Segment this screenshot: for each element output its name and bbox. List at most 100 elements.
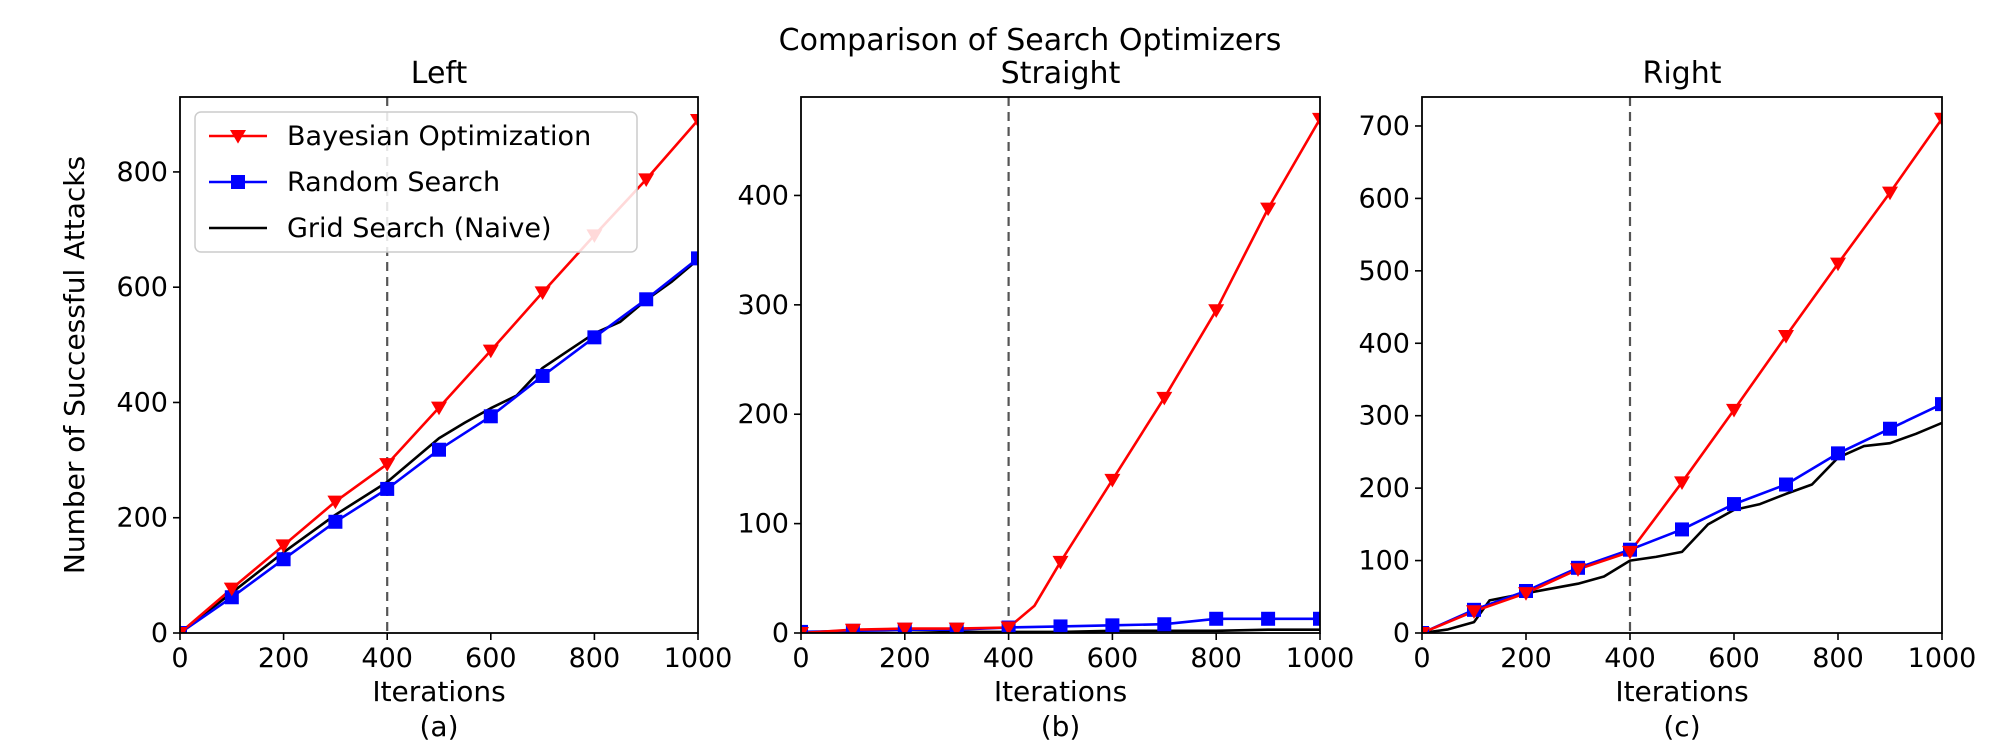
data-point: [690, 114, 698, 128]
x-tick-label: 800: [1812, 643, 1864, 674]
data-point: [379, 458, 396, 472]
series-line: [180, 258, 698, 633]
x-tick-label: 1000: [1908, 643, 1977, 674]
data-point: [639, 292, 654, 307]
data-point: [948, 622, 965, 633]
y-tick-label: 600: [116, 272, 168, 303]
data-point: [1000, 621, 1017, 633]
data-point: [1831, 446, 1845, 461]
y-tick-label: 300: [737, 290, 789, 321]
x-tick-label: 0: [171, 643, 188, 674]
x-tick-label: 0: [1413, 643, 1430, 674]
series-group: [180, 114, 698, 633]
data-point: [1674, 476, 1690, 490]
y-tick-label: 500: [1358, 256, 1410, 287]
data-point: [1466, 605, 1482, 619]
data-point: [483, 409, 498, 424]
data-point: [1518, 587, 1534, 601]
y-tick-label: 0: [1393, 618, 1410, 649]
y-tick-label: 600: [1358, 183, 1410, 214]
data-point: [534, 286, 551, 300]
x-tick-label: 800: [1190, 643, 1242, 674]
y-tick-label: 0: [772, 618, 789, 649]
data-point: [587, 330, 602, 345]
data-point: [327, 495, 344, 510]
data-point: [328, 514, 343, 529]
y-tick-label: 100: [1358, 546, 1410, 577]
x-tick-label: 400: [983, 643, 1035, 674]
x-tick-label: 1000: [1286, 643, 1355, 674]
figure-title: Comparison of Search Optimizers: [779, 23, 1282, 58]
data-point: [1261, 611, 1276, 626]
data-point: [1883, 421, 1897, 436]
data-point: [224, 590, 239, 605]
data-point: [482, 344, 499, 359]
legend-item: Grid Search (Naive): [209, 213, 552, 244]
data-point: [223, 582, 240, 597]
panel-caption: (a): [419, 710, 458, 743]
y-tick-label: 400: [116, 387, 168, 418]
series-group: [801, 112, 1320, 633]
axes-frame: [179, 96, 699, 634]
legend-box: [194, 111, 638, 253]
data-point: [691, 251, 698, 266]
x-tick-label: 800: [569, 643, 621, 674]
x-tick-label: 600: [1087, 643, 1139, 674]
y-tick-label: 300: [1358, 401, 1410, 432]
data-point: [432, 442, 446, 457]
data-point: [844, 623, 861, 633]
data-point: [1104, 473, 1121, 488]
data-point: [1312, 112, 1320, 127]
panel-title: Straight: [1001, 56, 1121, 91]
series-group: [1422, 112, 1942, 633]
data-point: [1830, 257, 1846, 272]
x-tick-label: 600: [465, 643, 517, 674]
data-point: [1727, 497, 1741, 512]
panel-title: Left: [411, 56, 468, 91]
y-tick-label: 100: [737, 509, 789, 540]
x-tick-label: 400: [361, 643, 413, 674]
panel-caption: (b): [1041, 710, 1081, 743]
x-axis-label: Iterations: [1615, 675, 1748, 708]
axes-frame: [1421, 96, 1943, 634]
y-tick-label: 400: [1358, 328, 1410, 359]
x-tick-label: 600: [1708, 643, 1760, 674]
y-tick-label: 200: [1358, 473, 1410, 504]
data-point: [1156, 391, 1173, 406]
legend-marker: [231, 175, 245, 189]
y-tick-label: 0: [151, 618, 168, 649]
data-point: [276, 552, 291, 567]
series-line: [1422, 117, 1942, 633]
y-tick-label: 200: [116, 503, 168, 534]
series-line: [1422, 421, 1942, 633]
legend-item: Random Search: [209, 167, 500, 198]
data-point: [1105, 618, 1120, 633]
data-point: [1570, 563, 1586, 577]
series-line: [801, 118, 1320, 633]
legend-marker: [230, 130, 246, 144]
data-point: [1726, 403, 1742, 418]
data-point: [638, 173, 655, 188]
panel-caption: (c): [1663, 710, 1700, 743]
y-tick-label: 200: [737, 399, 789, 430]
x-tick-label: 1000: [664, 643, 733, 674]
data-point: [1157, 617, 1172, 632]
x-tick-label: 200: [1500, 643, 1552, 674]
data-point: [1052, 555, 1069, 570]
data-point: [801, 627, 809, 633]
data-point: [1935, 397, 1942, 412]
data-point: [1622, 545, 1638, 560]
x-tick-label: 200: [258, 643, 310, 674]
legend-item: Bayesian Optimization: [209, 121, 591, 152]
y-tick-label: 400: [737, 180, 789, 211]
legend-label: Random Search: [287, 167, 500, 198]
data-point: [380, 481, 395, 496]
x-axis-label: Iterations: [994, 675, 1127, 708]
data-point: [1053, 619, 1068, 633]
x-tick-label: 400: [1604, 643, 1656, 674]
x-tick-label: 200: [879, 643, 931, 674]
legend-label: Grid Search (Naive): [287, 213, 552, 244]
y-axis-label: Number of Successful Attacks: [58, 156, 91, 574]
data-point: [1778, 330, 1794, 344]
